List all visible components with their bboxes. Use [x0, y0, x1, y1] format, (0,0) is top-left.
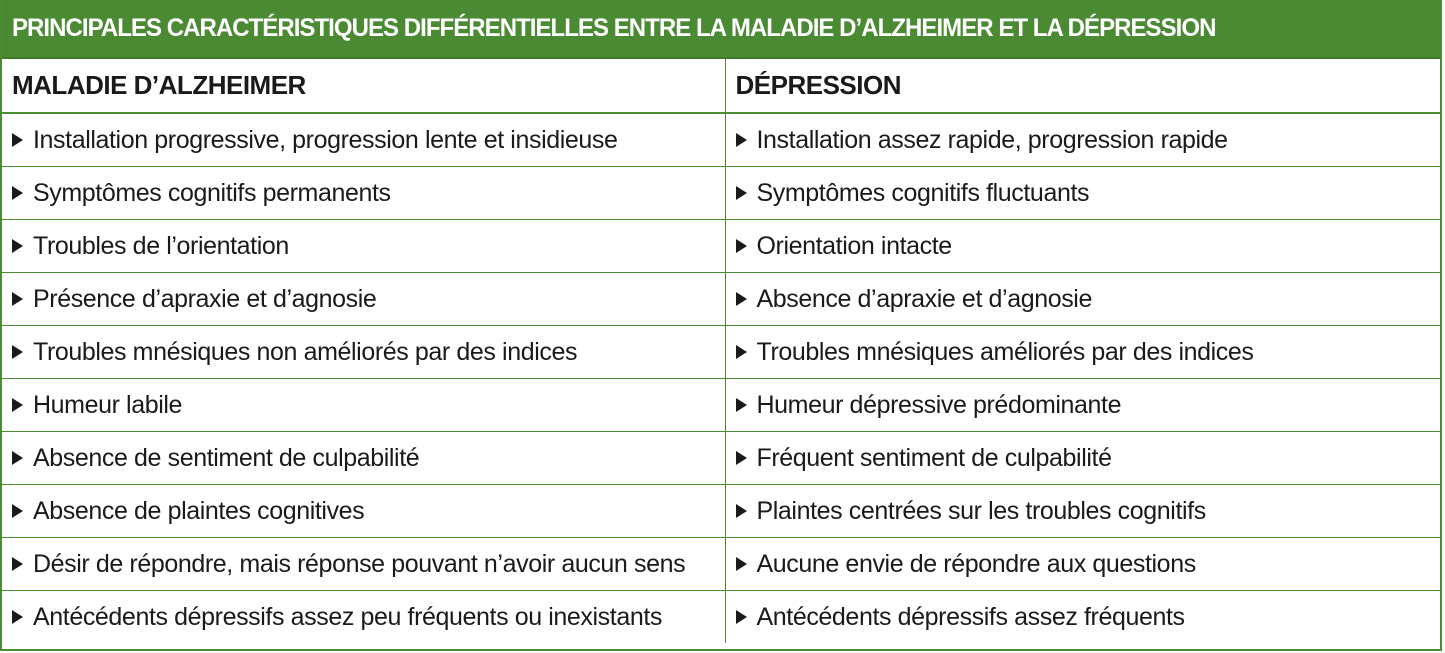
triangle-right-icon — [12, 239, 23, 254]
cell-content: Installation assez rapide, progression r… — [735, 125, 1229, 155]
table-row: Présence d’apraxie et d’agnosie Absence d… — [2, 272, 1440, 326]
cell-content: Absence de plaintes cognitives — [12, 496, 365, 526]
alzheimer-cell: Troubles de l’orientation — [2, 219, 726, 273]
cell-text: Fréquent sentiment de culpabilité — [756, 443, 1112, 472]
cell-content: Humeur dépressive prédominante — [735, 390, 1122, 420]
depression-cell: Absence d’apraxie et d’agnosie — [725, 272, 1440, 326]
cell-text: Humeur labile — [33, 390, 183, 419]
triangle-right-icon — [735, 504, 747, 519]
table-row: Symptômes cognitifs permanents Symptômes … — [2, 166, 1440, 220]
cell-content: Troubles mnésiques non améliorés par des… — [12, 338, 577, 367]
depression-cell: Installation assez rapide, progression r… — [725, 113, 1440, 167]
cell-text: Orientation intacte — [756, 231, 953, 260]
depression-cell: Symptômes cognitifs fluctuants — [725, 166, 1440, 220]
cell-text: Antécédents dépressifs assez peu fréquen… — [33, 602, 662, 631]
alzheimer-cell: Absence de plaintes cognitives — [2, 484, 726, 538]
cell-text: Plaintes centrées sur les troubles cogni… — [756, 496, 1207, 525]
cell-text: Installation assez rapide, progression r… — [756, 125, 1229, 154]
triangle-right-icon — [12, 451, 23, 466]
table-header-row: MALADIE D’ALZHEIMER DÉPRESSION — [2, 59, 1440, 114]
table-body: Installation progressive, progression le… — [2, 113, 1440, 643]
cell-content: Aucune envie de répondre aux questions — [735, 549, 1197, 579]
cell-content: Troubles de l’orientation — [12, 232, 289, 261]
comparison-table: MALADIE D’ALZHEIMER DÉPRESSION Installat… — [2, 59, 1440, 643]
alzheimer-cell: Troubles mnésiques non améliorés par des… — [2, 325, 726, 379]
table-title-bar: PRINCIPALES CARACTÉRISTIQUES DIFFÉRENTIE… — [2, 0, 1440, 59]
table-title: PRINCIPALES CARACTÉRISTIQUES DIFFÉRENTIE… — [12, 14, 1216, 42]
cell-content: Absence d’apraxie et d’agnosie — [735, 284, 1093, 314]
cell-content: Symptômes cognitifs fluctuants — [735, 178, 1090, 208]
cell-content: Présence d’apraxie et d’agnosie — [12, 284, 377, 314]
triangle-right-icon — [735, 557, 747, 572]
alzheimer-cell: Désir de répondre, mais réponse pouvant … — [2, 537, 726, 591]
alzheimer-cell: Symptômes cognitifs permanents — [2, 166, 726, 220]
cell-content: Orientation intacte — [735, 231, 953, 261]
depression-cell: Orientation intacte — [725, 219, 1440, 273]
triangle-right-icon — [12, 133, 23, 148]
table-row: Désir de répondre, mais réponse pouvant … — [2, 537, 1440, 591]
table-row: Troubles mnésiques non améliorés par des… — [2, 325, 1440, 379]
cell-text: Aucune envie de répondre aux questions — [756, 549, 1197, 578]
cell-content: Troubles mnésiques améliorés par des ind… — [735, 337, 1254, 367]
table-row: Installation progressive, progression le… — [2, 113, 1440, 167]
triangle-right-icon — [735, 133, 747, 148]
cell-text: Antécédents dépressifs assez fréquents — [756, 602, 1186, 631]
table-row: Humeur labile Humeur dépressive prédomina… — [2, 378, 1440, 432]
cell-content: Désir de répondre, mais réponse pouvant … — [12, 549, 686, 579]
cell-text: Désir de répondre, mais réponse pouvant … — [33, 549, 686, 578]
triangle-right-icon — [12, 610, 23, 625]
triangle-right-icon — [735, 345, 747, 360]
triangle-right-icon — [735, 292, 747, 307]
triangle-right-icon — [735, 186, 747, 201]
triangle-right-icon — [12, 186, 23, 201]
alzheimer-cell: Humeur labile — [2, 378, 726, 432]
cell-text: Troubles mnésiques améliorés par des ind… — [756, 337, 1254, 366]
triangle-right-icon — [12, 292, 23, 307]
cell-content: Fréquent sentiment de culpabilité — [735, 443, 1112, 473]
table-row: Antécédents dépressifs assez peu fréquen… — [2, 590, 1440, 644]
cell-text: Symptômes cognitifs fluctuants — [756, 178, 1090, 207]
cell-text: Absence d’apraxie et d’agnosie — [756, 284, 1093, 313]
depression-cell: Antécédents dépressifs assez fréquents — [725, 591, 1440, 644]
triangle-right-icon — [12, 398, 23, 413]
triangle-right-icon — [12, 345, 23, 360]
depression-cell: Plaintes centrées sur les troubles cogni… — [725, 484, 1440, 538]
cell-text: Présence d’apraxie et d’agnosie — [33, 284, 377, 313]
cell-content: Installation progressive, progression le… — [12, 126, 618, 155]
cell-text: Humeur dépressive prédominante — [756, 390, 1122, 419]
triangle-right-icon — [12, 504, 23, 519]
triangle-right-icon — [735, 451, 747, 466]
cell-content: Absence de sentiment de culpabilité — [12, 443, 420, 473]
cell-content: Antécédents dépressifs assez fréquents — [735, 602, 1186, 632]
cell-content: Plaintes centrées sur les troubles cogni… — [735, 496, 1207, 526]
cell-text: Symptômes cognitifs permanents — [33, 178, 391, 207]
alzheimer-cell: Installation progressive, progression le… — [2, 113, 726, 167]
cell-text: Installation progressive, progression le… — [33, 125, 618, 154]
triangle-right-icon — [735, 239, 747, 254]
column-header-alzheimer: MALADIE D’ALZHEIMER — [2, 59, 726, 114]
cell-text: Absence de plaintes cognitives — [33, 496, 365, 525]
cell-content: Antécédents dépressifs assez peu fréquen… — [12, 603, 662, 632]
triangle-right-icon — [12, 557, 23, 572]
cell-text: Troubles de l’orientation — [33, 231, 289, 260]
alzheimer-cell: Présence d’apraxie et d’agnosie — [2, 272, 726, 326]
table-row: Absence de plaintes cognitives Plaintes c… — [2, 484, 1440, 538]
cell-text: Troubles mnésiques non améliorés par des… — [33, 337, 578, 366]
table-row: Absence de sentiment de culpabilité Fréqu… — [2, 431, 1440, 485]
alzheimer-cell: Absence de sentiment de culpabilité — [2, 431, 726, 485]
column-header-depression: DÉPRESSION — [725, 59, 1440, 114]
cell-content: Humeur labile — [12, 391, 182, 420]
alzheimer-cell: Antécédents dépressifs assez peu fréquen… — [2, 590, 726, 643]
depression-cell: Fréquent sentiment de culpabilité — [725, 431, 1440, 485]
table-row: Troubles de l’orientation Orientation int… — [2, 219, 1440, 273]
cell-text: Absence de sentiment de culpabilité — [33, 443, 420, 472]
cell-content: Symptômes cognitifs permanents — [12, 179, 391, 208]
depression-cell: Humeur dépressive prédominante — [725, 378, 1440, 432]
triangle-right-icon — [735, 610, 747, 625]
depression-cell: Troubles mnésiques améliorés par des ind… — [725, 325, 1440, 379]
depression-cell: Aucune envie de répondre aux questions — [725, 537, 1440, 591]
triangle-right-icon — [735, 398, 747, 413]
